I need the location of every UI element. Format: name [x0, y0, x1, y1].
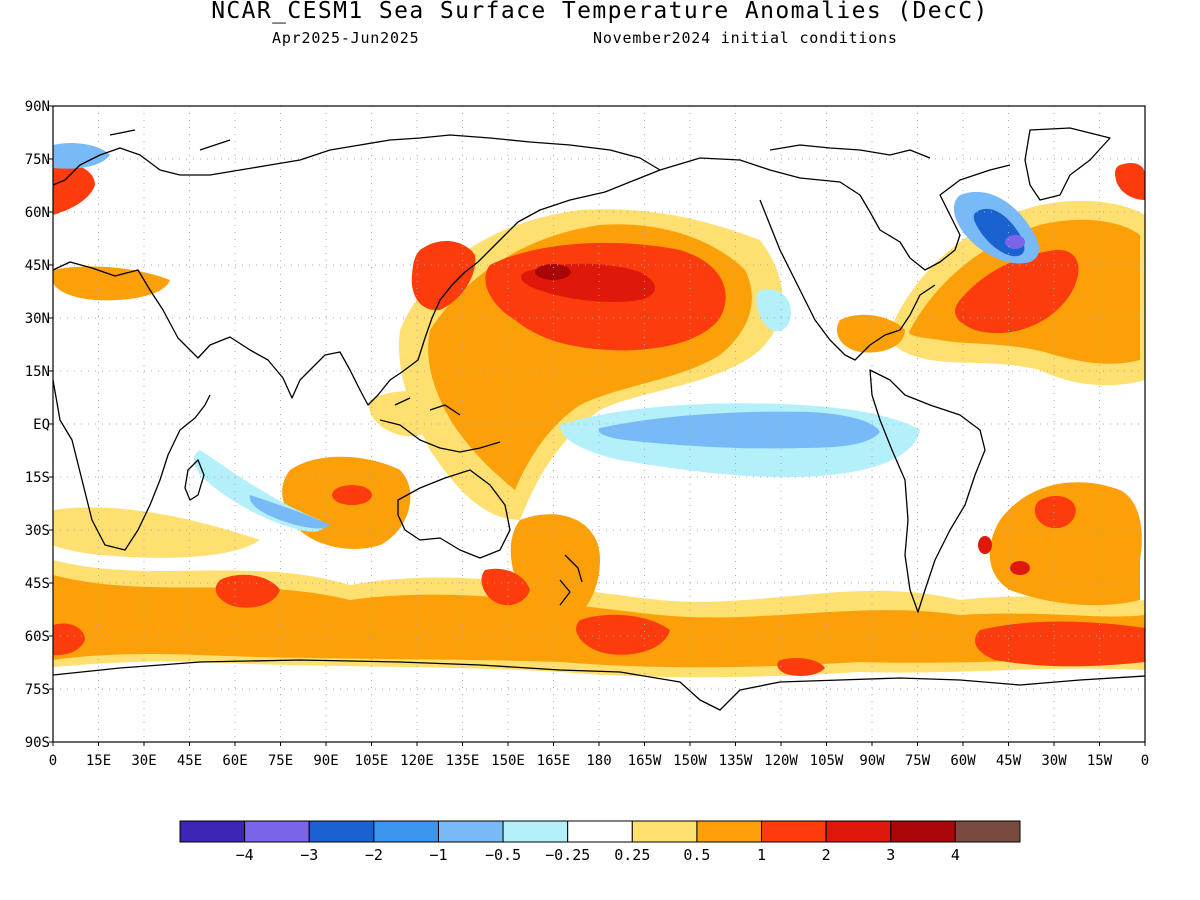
colorbar-swatch [437, 820, 504, 843]
lon-tick-label: 0 [49, 753, 57, 769]
lon-tick-label: 90W [859, 753, 885, 769]
lat-tick-label: 90S [25, 735, 50, 751]
colorbar-swatch [761, 820, 827, 843]
latitude-axis: 90N 75N 60N 45N 30N 15N EQ 15S 30S 45S 60S 75S 90S [25, 99, 53, 751]
coastline-new-zealand [559, 554, 583, 606]
lat-tick-label: 60S [25, 629, 50, 645]
colorbar-label: 1 [757, 846, 766, 864]
colorbar-label: 4 [951, 846, 960, 864]
lat-tick-label: 60N [25, 205, 50, 221]
lon-tick-label: 150E [491, 753, 525, 769]
lon-tick-label: 120E [400, 753, 434, 769]
lon-tick-label: 0 [1141, 753, 1149, 769]
colorbar-swatch [179, 820, 246, 843]
colorbar-label: 3 [886, 846, 895, 864]
coastline-antarctica [53, 659, 1145, 711]
lon-tick-label: 30W [1041, 753, 1067, 769]
lon-tick-label: 30E [131, 753, 156, 769]
lat-tick-label: 15N [25, 364, 50, 380]
initial-conditions: November2024 initial conditions [593, 29, 898, 47]
colorbar-swatch [631, 820, 698, 843]
lat-tick-label: 75S [25, 682, 50, 698]
colorbar-label: −0.5 [485, 846, 521, 864]
colorbar-swatch [696, 820, 763, 843]
coastline-arctic-islands [109, 129, 931, 159]
coastline-afro-eurasia [53, 134, 661, 406]
lat-tick-label: 30S [25, 523, 50, 539]
coastlines [53, 127, 1145, 711]
colorbar-label: 0.5 [683, 846, 710, 864]
lon-tick-label: 15W [1087, 753, 1113, 769]
colorbar-swatch [502, 820, 569, 843]
lon-tick-label: 90E [313, 753, 338, 769]
lon-tick-label: 75W [905, 753, 931, 769]
lon-tick-label: 45W [996, 753, 1022, 769]
colorbar-swatch [954, 820, 1021, 843]
colorbar-swatch [244, 820, 310, 843]
colorbar-swatch [308, 820, 375, 843]
graticule [53, 106, 1145, 742]
lat-tick-label: 15S [25, 470, 50, 486]
colorbar-label: 2 [822, 846, 831, 864]
colorbar-label: −0.25 [545, 846, 590, 864]
lon-tick-label: 135E [446, 753, 480, 769]
coastline-south-america [869, 369, 986, 613]
map-title: NCAR_CESM1 Sea Surface Temperature Anoma… [211, 0, 989, 24]
lat-tick-label: 90N [25, 99, 50, 115]
colorbar-label: −1 [429, 846, 447, 864]
colorbar-swatch [373, 820, 439, 843]
colorbar-label: 0.25 [614, 846, 650, 864]
forecast-period: Apr2025-Jun2025 [272, 29, 420, 47]
longitude-axis: 0 15E 30E 45E 60E 75E 90E 105E 120E 135E 150E 165E 1… [49, 742, 1149, 769]
lon-tick-label: 165W [628, 753, 662, 769]
equatorial-pacific-cold-tongue [560, 289, 920, 478]
pacific-warm-region [399, 209, 783, 520]
colorbar-label: −4 [236, 846, 254, 864]
lat-tick-label: 75N [25, 152, 50, 168]
lon-tick-label: 60W [950, 753, 976, 769]
colorbar-swatch [825, 820, 892, 843]
lon-tick-label: 75E [268, 753, 293, 769]
colorbar-swatch [567, 820, 633, 843]
lat-tick-label: 45N [25, 258, 50, 274]
lon-tick-label: 15E [86, 753, 111, 769]
labrador-sea-cold-anomaly [953, 191, 1040, 264]
atlantic-warm-region [889, 200, 1145, 606]
coastline-north-america [659, 157, 1011, 361]
lon-tick-label: 120W [764, 753, 798, 769]
coastline-greenland [1024, 127, 1111, 201]
lon-tick-label: 45E [177, 753, 202, 769]
coastline-madagascar [184, 459, 205, 501]
lon-tick-label: 105E [355, 753, 389, 769]
lat-tick-label: 30N [25, 311, 50, 327]
lat-tick-label: EQ [33, 417, 50, 433]
coastline-africa [53, 379, 211, 551]
lon-tick-label: 165E [537, 753, 571, 769]
lon-tick-label: 60E [222, 753, 247, 769]
lon-tick-label: 135W [719, 753, 753, 769]
lon-tick-label: 105W [810, 753, 844, 769]
colorbar: −4 −3 −2 −1 −0.5 −0.25 0.25 0.5 1 2 3 4 [179, 820, 1021, 864]
colorbar-label: −2 [365, 846, 383, 864]
lon-tick-label: 150W [673, 753, 707, 769]
colorbar-swatch [890, 820, 956, 843]
colorbar-label: −3 [300, 846, 318, 864]
lat-tick-label: 45S [25, 576, 50, 592]
coastline-indonesia [379, 397, 501, 453]
lon-tick-label: 180 [586, 753, 611, 769]
coastline-australia [397, 469, 511, 559]
